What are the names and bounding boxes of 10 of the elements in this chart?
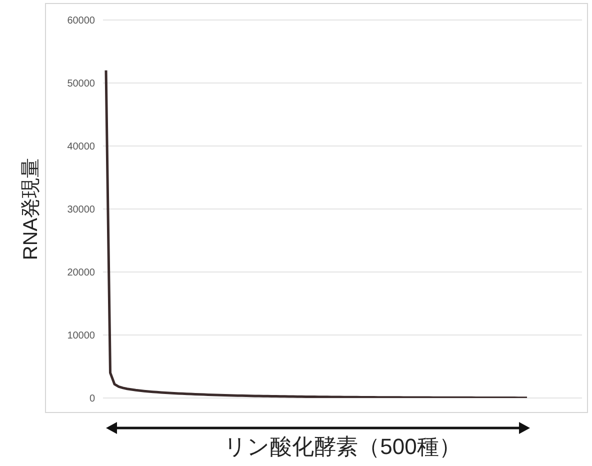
y-tick-label: 20000: [67, 268, 96, 279]
y-tick-label: 0: [89, 394, 96, 405]
y-tick-label: 60000: [67, 16, 96, 27]
y-tick-label: 40000: [67, 142, 96, 153]
y-tick-label: 10000: [67, 330, 96, 342]
y-tick-label: 50000: [67, 78, 96, 90]
y-axis-title: RNA発現量: [20, 158, 42, 260]
line-series: [104, 69, 528, 398]
x-axis-title: リン酸化酵素（500種）: [224, 434, 461, 459]
y-tick-label: 30000: [67, 204, 96, 216]
